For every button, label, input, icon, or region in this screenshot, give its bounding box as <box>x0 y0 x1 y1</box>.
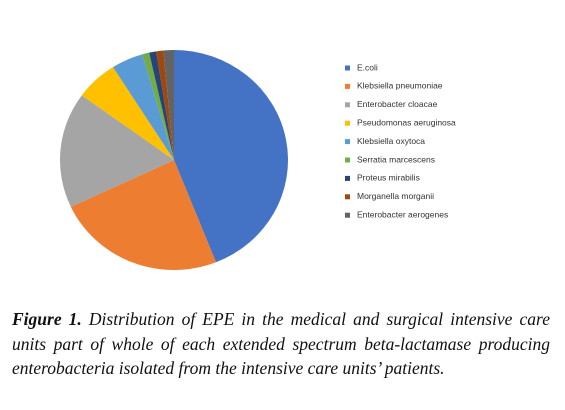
caption-label: Figure 1. <box>12 309 82 329</box>
pie-slice <box>142 52 174 160</box>
legend-label: Serratia marcescens <box>357 154 435 164</box>
pie-slice <box>149 51 174 161</box>
legend-label: Klebsiella oxytoca <box>357 136 425 146</box>
caption: Figure 1. Distribution of EPE in the med… <box>12 307 550 381</box>
pie-slice <box>70 160 216 270</box>
legend-swatch <box>345 120 350 126</box>
pie-slice <box>156 50 174 160</box>
legend-swatch <box>345 139 350 145</box>
legend-swatch <box>345 212 350 218</box>
legend-swatch <box>345 65 350 71</box>
legend-swatch <box>345 102 350 108</box>
legend-swatch <box>345 83 350 89</box>
legend-swatch <box>345 175 350 181</box>
pie-slice <box>112 54 174 161</box>
caption-text: Distribution of EPE in the medical and s… <box>12 309 550 379</box>
legend-label: Proteus mirabilis <box>357 173 420 183</box>
legend-swatch <box>345 194 350 200</box>
legend-label: Enterobacter cloacae <box>357 99 438 109</box>
chart: E.coli Klebsiella pneumoniae Enterobacter … <box>60 50 456 270</box>
legend-swatch <box>345 157 350 163</box>
legend-label: Morganella morganii <box>357 191 434 201</box>
legend-label: E.coli <box>357 62 378 72</box>
pie-slice <box>81 67 174 160</box>
legend-label: Pseudomonas aeruginosa <box>357 117 456 127</box>
legend-label: Klebsiella pneumoniae <box>357 81 443 91</box>
pie-slice <box>174 50 288 263</box>
pie-slice <box>163 50 174 160</box>
legend-label: Enterobacter aerogenes <box>357 209 448 219</box>
pie-slice <box>60 95 175 207</box>
